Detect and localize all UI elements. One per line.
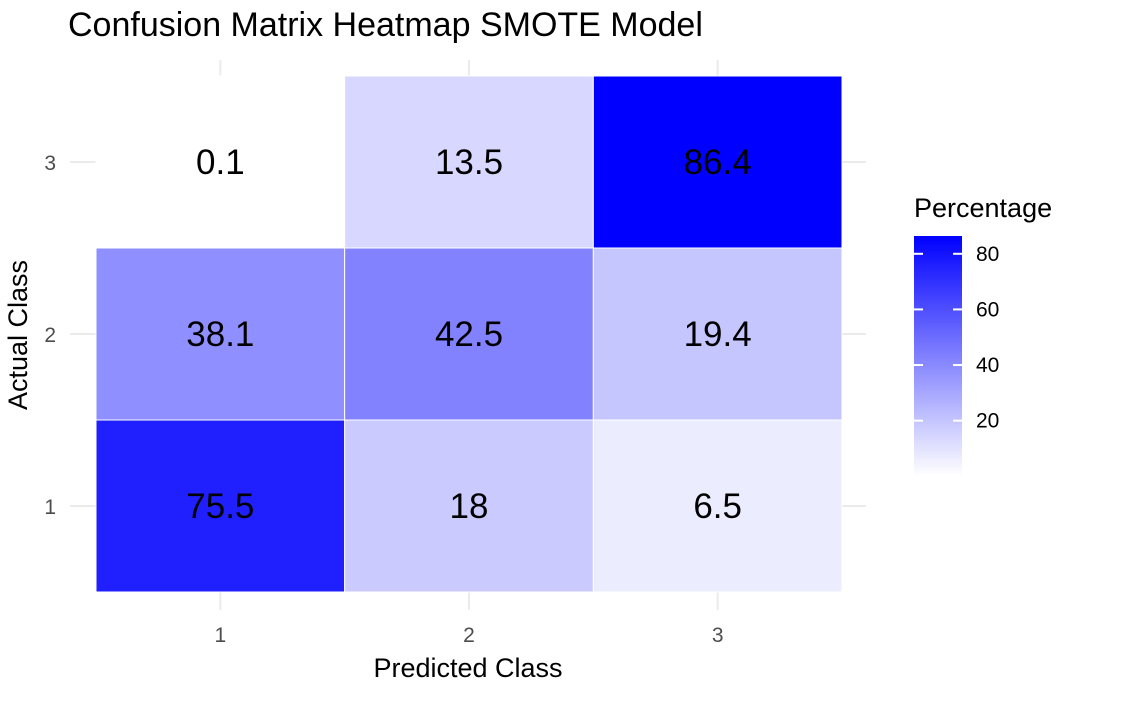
cell-label-actual-3-predicted-2: 13.5 [435,143,503,182]
legend-tick-label-60: 60 [976,298,999,321]
heatmap-cell-actual-1-predicted-1 [95,419,346,593]
legend-tick-label-40: 40 [976,354,999,377]
heatmap-cell-actual-2-predicted-3 [592,247,843,421]
x-tick-label-3: 3 [712,624,724,647]
heatmap-cell-actual-3-predicted-3 [592,75,843,249]
y-tick-label-1: 1 [44,496,56,519]
heatmap-cell-actual-3-predicted-2 [344,75,594,249]
heatmap-cells [95,75,843,593]
y-axis-ticks: 1 2 3 [44,152,56,519]
cell-label-actual-3-predicted-3: 86.4 [684,143,752,182]
cell-label-actual-1-predicted-1: 75.5 [186,487,254,526]
cell-label-actual-1-predicted-2: 18 [450,487,489,526]
chart-title: Confusion Matrix Heatmap SMOTE Model [68,6,703,44]
legend-tick-label-80: 80 [976,243,999,266]
heatmap-cell-actual-1-predicted-3 [592,419,843,593]
heatmap-cell-actual-3-predicted-1 [95,75,346,249]
cell-label-actual-2-predicted-1: 38.1 [186,315,254,354]
cell-label-actual-2-predicted-3: 19.4 [684,315,752,354]
legend: Percentage 20 40 60 80 [914,193,1052,476]
y-axis-title: Actual Class [3,260,33,410]
x-tick-label-1: 1 [214,624,226,647]
x-axis-ticks: 1 2 3 [214,624,723,647]
cell-label-actual-3-predicted-1: 0.1 [196,143,245,182]
legend-tick-label-20: 20 [976,410,999,433]
cell-labels: 75.5 18 6.5 38.1 42.5 19.4 0.1 13.5 86.4 [186,143,751,526]
x-axis-title: Predicted Class [373,653,562,683]
x-tick-label-2: 2 [463,624,475,647]
heatmap-cell-actual-2-predicted-2 [344,247,594,421]
y-tick-label-2: 2 [44,324,56,347]
y-tick-label-3: 3 [44,152,56,175]
cell-label-actual-2-predicted-2: 42.5 [435,315,503,354]
legend-ticks: 20 40 60 80 [914,243,999,433]
cell-label-actual-1-predicted-3: 6.5 [693,487,742,526]
legend-color-bar [914,236,962,476]
legend-title: Percentage [914,193,1052,223]
